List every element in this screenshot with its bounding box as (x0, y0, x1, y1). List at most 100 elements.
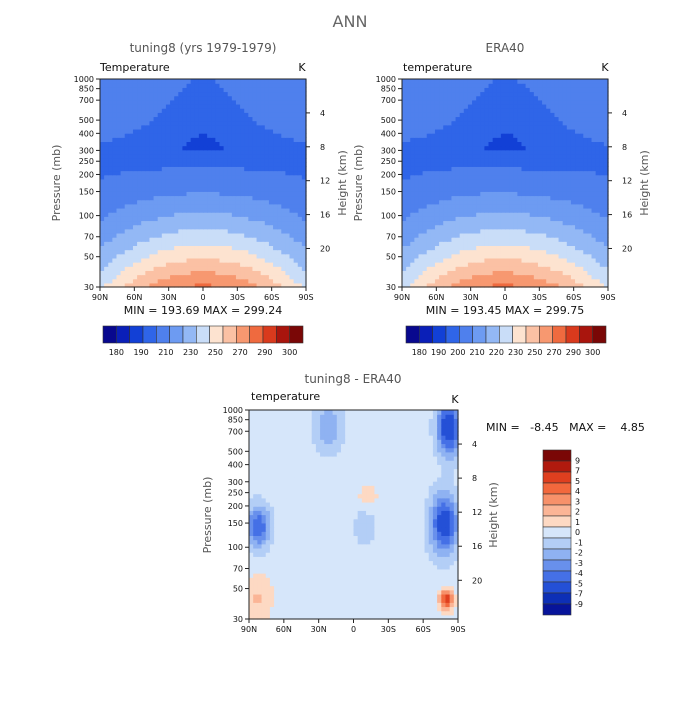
contour-cell (228, 191, 233, 196)
contour-cell (480, 121, 485, 126)
contour-cell (472, 125, 477, 130)
contour-cell (108, 241, 113, 246)
contour-cell (443, 108, 448, 113)
contour-cell (423, 87, 428, 92)
contour-cell (252, 108, 257, 113)
contour-cell (439, 129, 444, 134)
contour-cell (571, 150, 576, 155)
contour-cell (178, 141, 183, 146)
contour-cell (232, 108, 237, 113)
contour-cell (290, 241, 295, 246)
contour-cell (207, 154, 212, 159)
contour-cell (596, 91, 601, 96)
contour-cell (211, 133, 216, 138)
contour-cell (439, 237, 444, 242)
contour-cell (517, 233, 522, 238)
contour-cell (414, 204, 419, 209)
contour-cell (447, 104, 452, 109)
contour-cell (203, 187, 208, 192)
contour-cell (199, 129, 204, 134)
contour-cell (149, 154, 154, 159)
contour-cell (579, 179, 584, 184)
contour-cell (431, 179, 436, 184)
contour-cell (530, 200, 535, 205)
contour-cell (480, 237, 485, 242)
contour-cell (559, 275, 564, 280)
contour-cell (476, 237, 481, 242)
contour-cell (236, 166, 241, 171)
contour-cell (257, 254, 262, 259)
contour-cell (579, 108, 584, 113)
contour-cell (406, 166, 411, 171)
contour-cell (484, 191, 489, 196)
contour-cell (443, 175, 448, 180)
contour-cell (600, 175, 605, 180)
contour-cell (579, 191, 584, 196)
contour-cell (248, 125, 253, 130)
contour-cell (108, 179, 113, 184)
contour-cell (509, 158, 514, 163)
contour-cell (215, 266, 220, 271)
contour-cell (554, 137, 559, 142)
contour-cell (567, 171, 572, 176)
contour-cell (526, 154, 531, 159)
contour-cell (257, 121, 262, 126)
contour-cell (290, 245, 295, 250)
contour-cell (290, 91, 295, 96)
contour-cell (248, 220, 253, 225)
contour-cell (149, 129, 154, 134)
contour-cell (149, 258, 154, 263)
contour-cell (579, 100, 584, 105)
contour-cell (191, 187, 196, 192)
contour-cell (219, 87, 224, 92)
contour-cell (587, 212, 592, 217)
contour-cell (207, 146, 212, 151)
contour-cell (443, 225, 448, 230)
contour-cell (472, 187, 477, 192)
contour-cell (402, 179, 407, 184)
contour-cell (273, 229, 278, 234)
contour-cell (248, 146, 253, 151)
contour-cell (418, 254, 423, 259)
contour-cell (166, 195, 171, 200)
contour-cell (298, 129, 303, 134)
contour-cell (546, 254, 551, 259)
contour-cell (145, 241, 150, 246)
contour-cell (546, 96, 551, 101)
contour-cell (154, 96, 159, 101)
contour-cell (592, 266, 597, 271)
contour-cell (592, 129, 597, 134)
contour-cell (224, 175, 229, 180)
contour-cell (468, 262, 473, 267)
contour-cell (583, 208, 588, 213)
contour-cell (414, 104, 419, 109)
contour-cell (199, 204, 204, 209)
contour-cell (207, 241, 212, 246)
contour-cell (162, 183, 167, 188)
contour-cell (517, 96, 522, 101)
contour-cell (513, 104, 518, 109)
contour-cell (219, 258, 224, 263)
contour-cell (187, 100, 192, 105)
contour-cell (554, 112, 559, 117)
contour-cell (236, 96, 241, 101)
contour-cell (273, 183, 278, 188)
contour-cell (145, 125, 150, 130)
contour-cell (252, 162, 257, 167)
contour-cell (137, 175, 142, 180)
contour-cell (112, 125, 117, 130)
contour-cell (542, 195, 547, 200)
contour-cell (211, 279, 216, 284)
contour-cell (406, 279, 411, 284)
contour-cell (228, 133, 233, 138)
contour-cell (265, 262, 270, 267)
contour-cell (261, 104, 266, 109)
contour-cell (406, 162, 411, 167)
contour-cell (460, 229, 465, 234)
contour-cell (468, 91, 473, 96)
contour-cell (567, 91, 572, 96)
contour-cell (427, 125, 432, 130)
contour-cell (447, 137, 452, 142)
contour-cell (240, 175, 245, 180)
contour-cell (211, 270, 216, 275)
